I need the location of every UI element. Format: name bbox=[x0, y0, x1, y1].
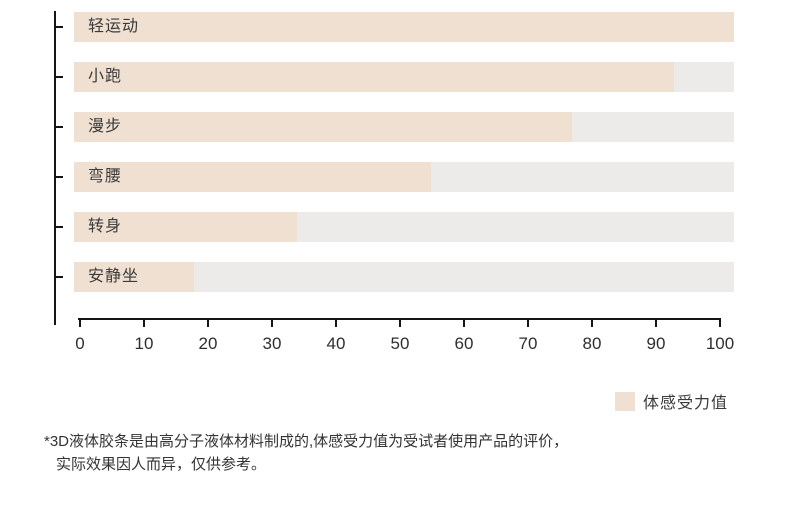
x-axis-tick bbox=[463, 320, 465, 327]
bar-category-label: 安静坐 bbox=[88, 268, 140, 285]
legend-swatch bbox=[615, 391, 635, 411]
bar-row: 安静坐 bbox=[74, 262, 734, 292]
bar-fill bbox=[74, 62, 674, 92]
bar-fill bbox=[74, 212, 297, 242]
x-axis-tick bbox=[207, 320, 209, 327]
y-axis-tick bbox=[56, 26, 63, 28]
bar-row: 漫步 bbox=[74, 112, 734, 142]
bar-fill bbox=[74, 262, 194, 292]
x-tick-label: 70 bbox=[518, 334, 538, 353]
legend-label: 体感受力值 bbox=[643, 395, 729, 412]
x-tick-label: 80 bbox=[582, 334, 602, 353]
x-tick-label: 0 bbox=[75, 334, 85, 353]
x-axis-tick bbox=[591, 320, 593, 327]
footnote: *3D液体胶条是由高分子液体材料制成的,体感受力值为受试者使用产品的评价， 实际… bbox=[44, 430, 568, 476]
x-axis-tick bbox=[335, 320, 337, 327]
legend: 体感受力值 bbox=[615, 389, 728, 413]
bar-fill bbox=[74, 162, 431, 192]
footnote-line-1: *3D液体胶条是由高分子液体材料制成的,体感受力值为受试者使用产品的评价， bbox=[44, 433, 569, 450]
bar-row: 转身 bbox=[74, 212, 734, 242]
bar-fill bbox=[74, 112, 572, 142]
x-axis-tick bbox=[655, 320, 657, 327]
y-axis-tick bbox=[56, 276, 63, 278]
x-tick-label: 10 bbox=[134, 334, 154, 353]
y-axis-tick bbox=[56, 126, 63, 128]
bar-category-label: 弯腰 bbox=[88, 168, 123, 185]
x-axis-tick bbox=[527, 320, 529, 327]
bar-category-label: 小跑 bbox=[88, 68, 123, 85]
y-axis-tick bbox=[56, 176, 63, 178]
bar-row: 小跑 bbox=[74, 62, 734, 92]
bar-row: 弯腰 bbox=[74, 162, 734, 192]
x-tick-label: 30 bbox=[262, 334, 282, 353]
bar-fill bbox=[74, 12, 734, 42]
x-axis-tick bbox=[79, 320, 81, 327]
bar-row: 轻运动 bbox=[74, 12, 734, 42]
bar-category-label: 漫步 bbox=[88, 118, 123, 135]
footnote-line-2: 实际效果因人而异，仅供参考。 bbox=[56, 456, 267, 473]
y-axis-line bbox=[54, 11, 56, 325]
x-axis-tick bbox=[271, 320, 273, 327]
x-tick-label: 50 bbox=[390, 334, 410, 353]
x-tick-label: 40 bbox=[326, 334, 346, 353]
x-axis-tick bbox=[143, 320, 145, 327]
x-tick-label: 60 bbox=[454, 334, 474, 353]
y-axis-tick bbox=[56, 76, 63, 78]
x-tick-label: 20 bbox=[198, 334, 218, 353]
bar-category-label: 轻运动 bbox=[88, 18, 140, 35]
x-axis-line bbox=[78, 318, 721, 320]
x-axis-tick bbox=[399, 320, 401, 327]
y-axis-tick bbox=[56, 226, 63, 228]
bar-category-label: 转身 bbox=[88, 218, 123, 235]
x-tick-label: 100 bbox=[705, 334, 735, 353]
x-axis-tick bbox=[719, 320, 721, 327]
x-tick-label: 90 bbox=[646, 334, 666, 353]
